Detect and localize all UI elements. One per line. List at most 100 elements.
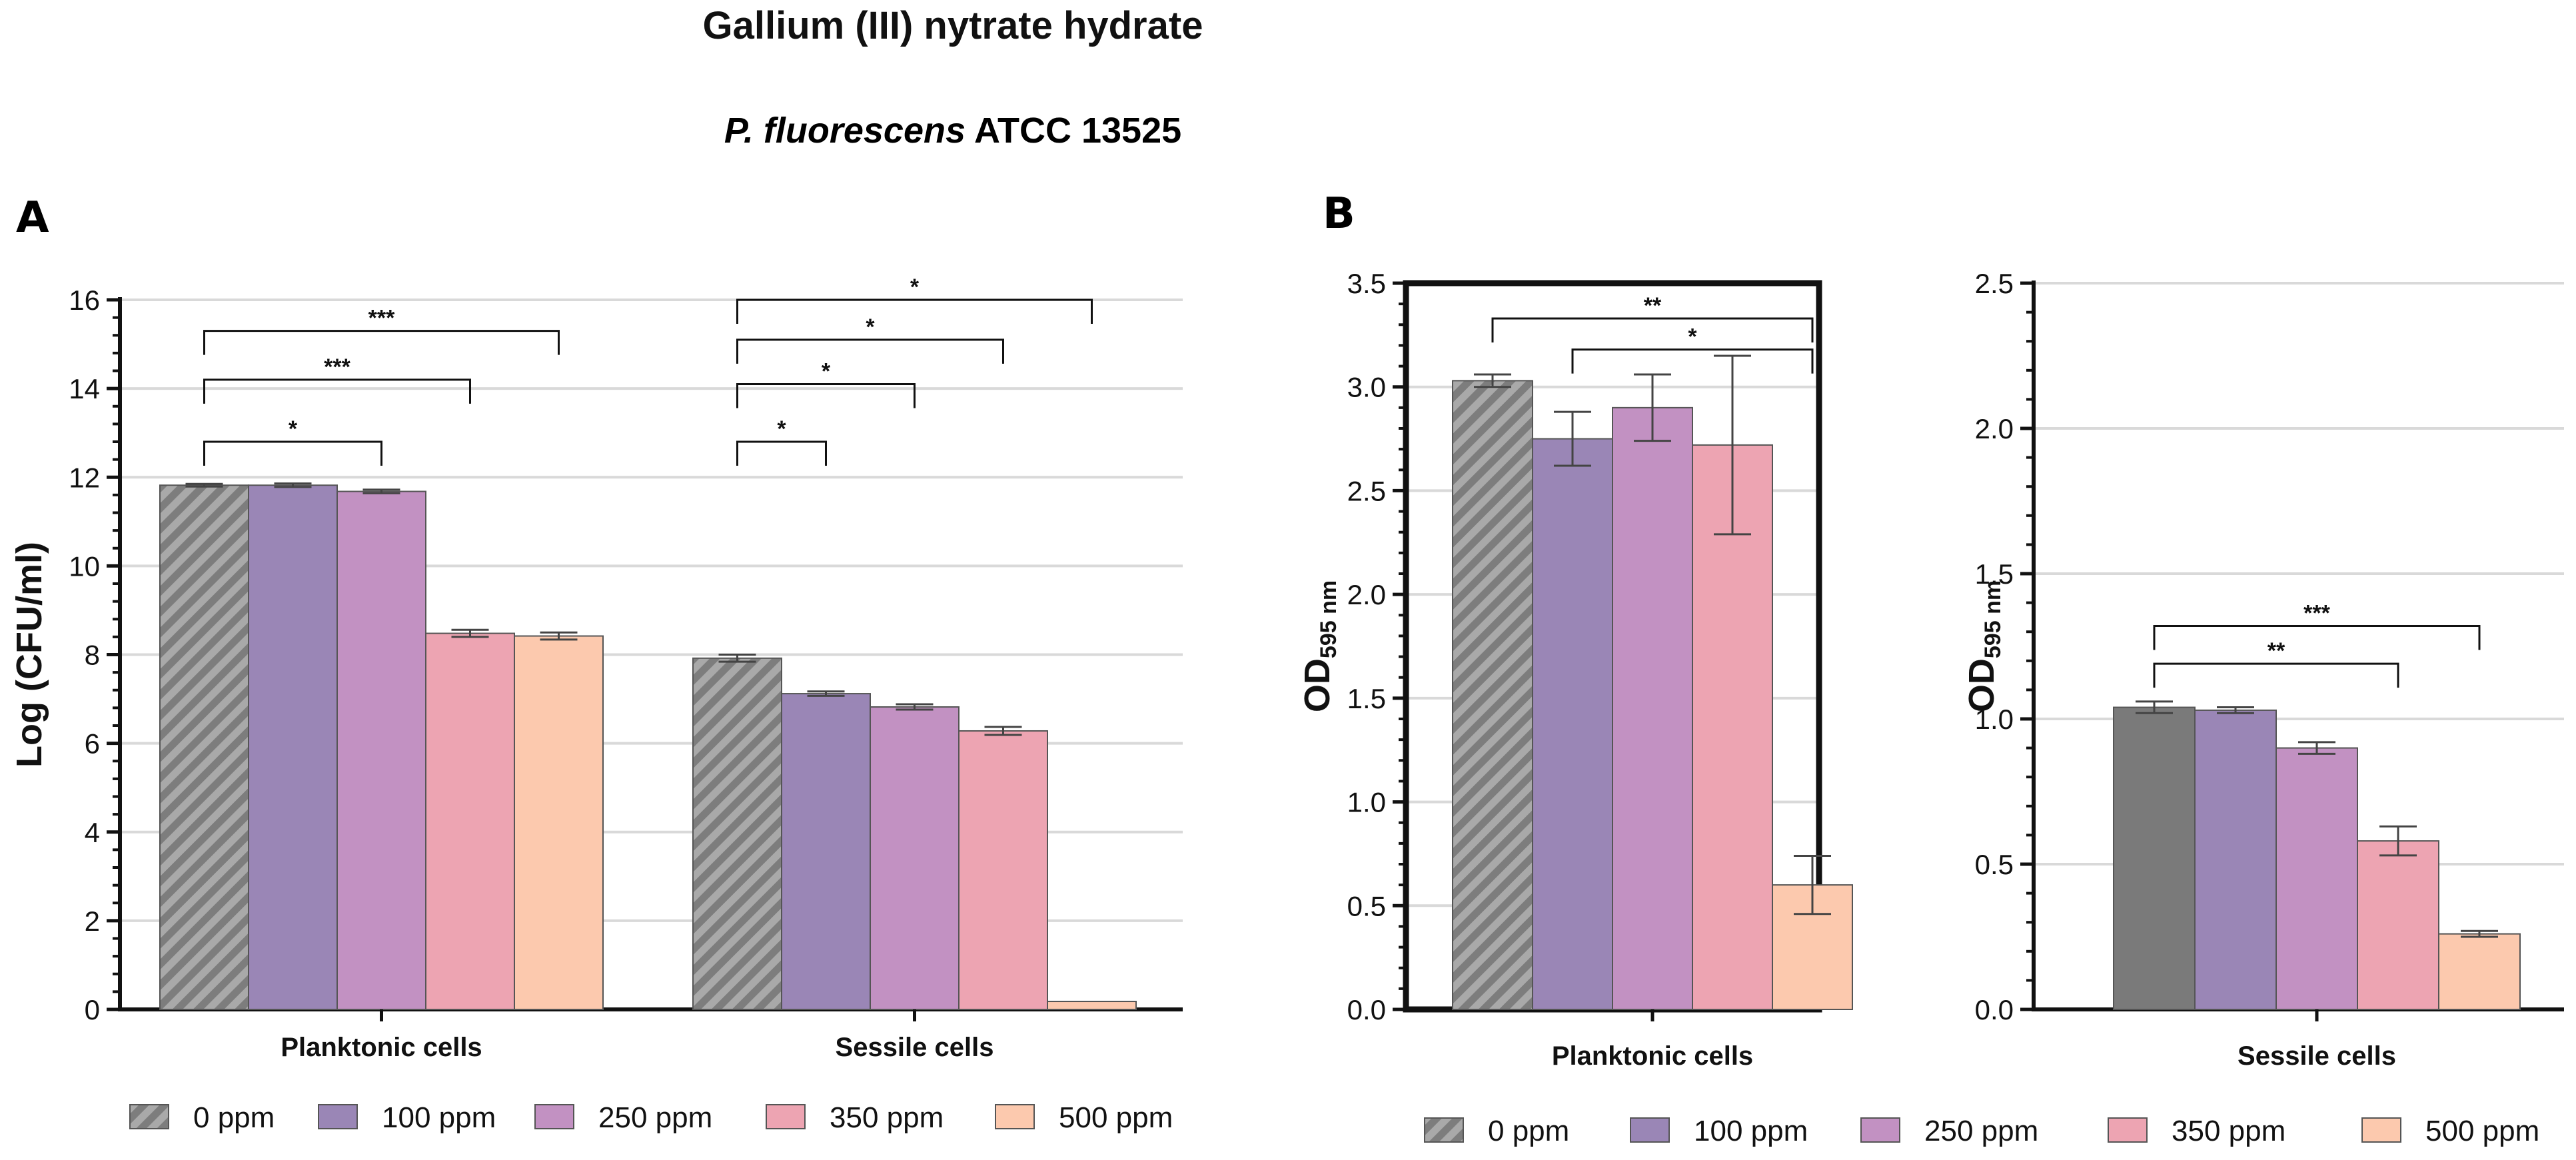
- y-tick-label: 12: [69, 462, 100, 493]
- y-tick-label: 0.0: [1975, 994, 2014, 1025]
- bar-planktonic-cells-350-ppm: [1692, 444, 1773, 1010]
- legend-swatch-350-ppm: [2108, 1117, 2148, 1143]
- significance-label: ***: [2303, 600, 2330, 626]
- subtitle-species: P. fluorescens: [724, 111, 966, 151]
- bar-planktonic-cells-250-ppm: [336, 490, 426, 1010]
- bar-planktonic-cells-350-ppm: [425, 632, 515, 1010]
- y-tick-label: 2.5: [1347, 475, 1386, 506]
- significance-label: **: [1644, 293, 1662, 318]
- y-tick-label: 8: [85, 640, 100, 671]
- y-tick-label: 0: [85, 994, 100, 1025]
- bar-sessile-cells-0-ppm: [692, 657, 782, 1010]
- bar-sessile-cells-500-ppm: [2438, 933, 2521, 1011]
- figure-subtitle: P. fluorescens ATCC 13525: [724, 111, 1181, 151]
- y-tick-label: 0.5: [1975, 849, 2014, 880]
- y-axis-label-sub: 595 nm: [1316, 580, 1341, 658]
- y-tick-label: 2: [85, 905, 100, 937]
- y-tick-label: 2.0: [1975, 413, 2014, 444]
- y-tick-label: 6: [85, 728, 100, 760]
- legend-label-250-ppm: 250 ppm: [1924, 1115, 2038, 1147]
- x-category-label: Sessile cells: [836, 1033, 994, 1062]
- significance-label: *: [866, 314, 875, 340]
- y-tick-label: 0.0: [1347, 994, 1386, 1025]
- y-tick-label: 3.5: [1347, 268, 1386, 299]
- legend-label-100-ppm: 100 ppm: [1694, 1115, 1808, 1147]
- legend-swatch-0-ppm: [129, 1104, 169, 1129]
- y-axis-label: Log (CFU/ml): [9, 542, 49, 768]
- y-tick-label: 1.5: [1347, 683, 1386, 714]
- legend-label-0-ppm: 0 ppm: [193, 1101, 275, 1134]
- chart-a: 0 2 4 6 8 10 12 14 16 Log (CFU/ml) Planktonic cell…: [9, 275, 1183, 1062]
- significance-label: *: [910, 275, 920, 300]
- panel-label-a: A: [16, 193, 49, 243]
- bar-sessile-cells-250-ppm: [2275, 747, 2358, 1010]
- x-category-label: Sessile cells: [2238, 1041, 2396, 1071]
- y-tick-label: 1.0: [1975, 704, 2014, 735]
- significance-bracket: [203, 440, 382, 466]
- significance-bracket: [1491, 317, 1814, 342]
- significance-bracket: [736, 382, 916, 408]
- significance-label: *: [1688, 324, 1697, 350]
- legend-label-100-ppm: 100 ppm: [382, 1101, 496, 1134]
- y-axis-label-sub: 595 nm: [1980, 580, 2006, 658]
- y-tick-label: 16: [69, 285, 100, 316]
- bar-planktonic-cells-250-ppm: [1612, 406, 1693, 1010]
- legend-swatch-100-ppm: [318, 1104, 358, 1129]
- y-tick-label: 2.0: [1347, 579, 1386, 610]
- significance-bracket: [736, 298, 1093, 324]
- legend-swatch-350-ppm: [766, 1104, 806, 1129]
- legend-label-500-ppm: 500 ppm: [2425, 1115, 2539, 1147]
- legend-swatch-500-ppm: [995, 1104, 1035, 1129]
- y-tick-label: 1.5: [1975, 558, 2014, 590]
- significance-bracket: [203, 378, 471, 404]
- y-tick-label: 1.0: [1347, 787, 1386, 818]
- bar-sessile-cells-500-ppm: [1047, 1001, 1137, 1011]
- significance-bracket: [736, 338, 1004, 364]
- y-tick-label: 2.5: [1975, 268, 2014, 299]
- legend-label-500-ppm: 500 ppm: [1059, 1101, 1173, 1134]
- bar-planktonic-cells-0-ppm: [159, 484, 249, 1010]
- bar-sessile-cells-250-ppm: [870, 706, 960, 1010]
- significance-bracket: [736, 440, 827, 466]
- significance-bracket: [2153, 662, 2399, 688]
- significance-bracket: [1571, 348, 1814, 374]
- bar-sessile-cells-0-ppm: [2113, 706, 2196, 1011]
- y-axis-label: OD595 nm: [1962, 580, 2006, 712]
- y-tick-label: 4: [85, 817, 100, 848]
- significance-bracket: [203, 330, 560, 355]
- bar-planktonic-cells-100-ppm: [1532, 438, 1613, 1010]
- y-axis-label-main: OD: [1962, 658, 2002, 712]
- y-tick-label: 10: [69, 550, 100, 582]
- bar-sessile-cells-350-ppm: [2357, 840, 2439, 1010]
- significance-label: *: [822, 358, 831, 384]
- y-tick-label: 0.5: [1347, 890, 1386, 921]
- bar-sessile-cells-100-ppm: [2194, 709, 2277, 1011]
- y-axis-label-main: OD: [1297, 658, 1337, 712]
- significance-label: ***: [368, 306, 395, 331]
- figure-title: Gallium (III) nytrate hydrate: [703, 4, 1203, 47]
- legend-label-350-ppm: 350 ppm: [830, 1101, 944, 1134]
- y-tick-label: 14: [69, 373, 100, 404]
- legend-swatch-500-ppm: [2361, 1117, 2401, 1143]
- legend-swatch-0-ppm: [1424, 1117, 1464, 1143]
- significance-label: **: [2267, 638, 2285, 664]
- bar-planktonic-cells-500-ppm: [514, 635, 604, 1010]
- subtitle-strain: ATCC 13525: [966, 111, 1181, 151]
- significance-label: *: [289, 416, 298, 442]
- chart-b-planktonic: 0.0 0.5 1.0 1.5 2.0 2.5 3.0 3.5 OD595 nm Plankton…: [1297, 268, 1853, 1071]
- legend-label-250-ppm: 250 ppm: [598, 1101, 712, 1134]
- legend-label-0-ppm: 0 ppm: [1488, 1115, 1569, 1147]
- legend-b: 0 ppm 100 ppm 250 ppm 350 ppm 500 ppm: [1424, 1115, 2539, 1147]
- bar-planktonic-cells-0-ppm: [1452, 380, 1533, 1010]
- bar-planktonic-cells-100-ppm: [248, 484, 338, 1010]
- y-tick-label: 3.0: [1347, 372, 1386, 403]
- bar-sessile-cells-350-ppm: [958, 730, 1048, 1011]
- legend-a: 0 ppm 100 ppm 250 ppm 350 ppm 500 ppm: [129, 1101, 1173, 1134]
- legend-swatch-250-ppm: [1860, 1117, 1900, 1143]
- significance-bracket: [2153, 624, 2481, 650]
- legend-swatch-250-ppm: [534, 1104, 574, 1129]
- legend-label-350-ppm: 350 ppm: [2172, 1115, 2285, 1147]
- significance-label: *: [777, 416, 786, 442]
- panel-label-b: B: [1323, 189, 1355, 239]
